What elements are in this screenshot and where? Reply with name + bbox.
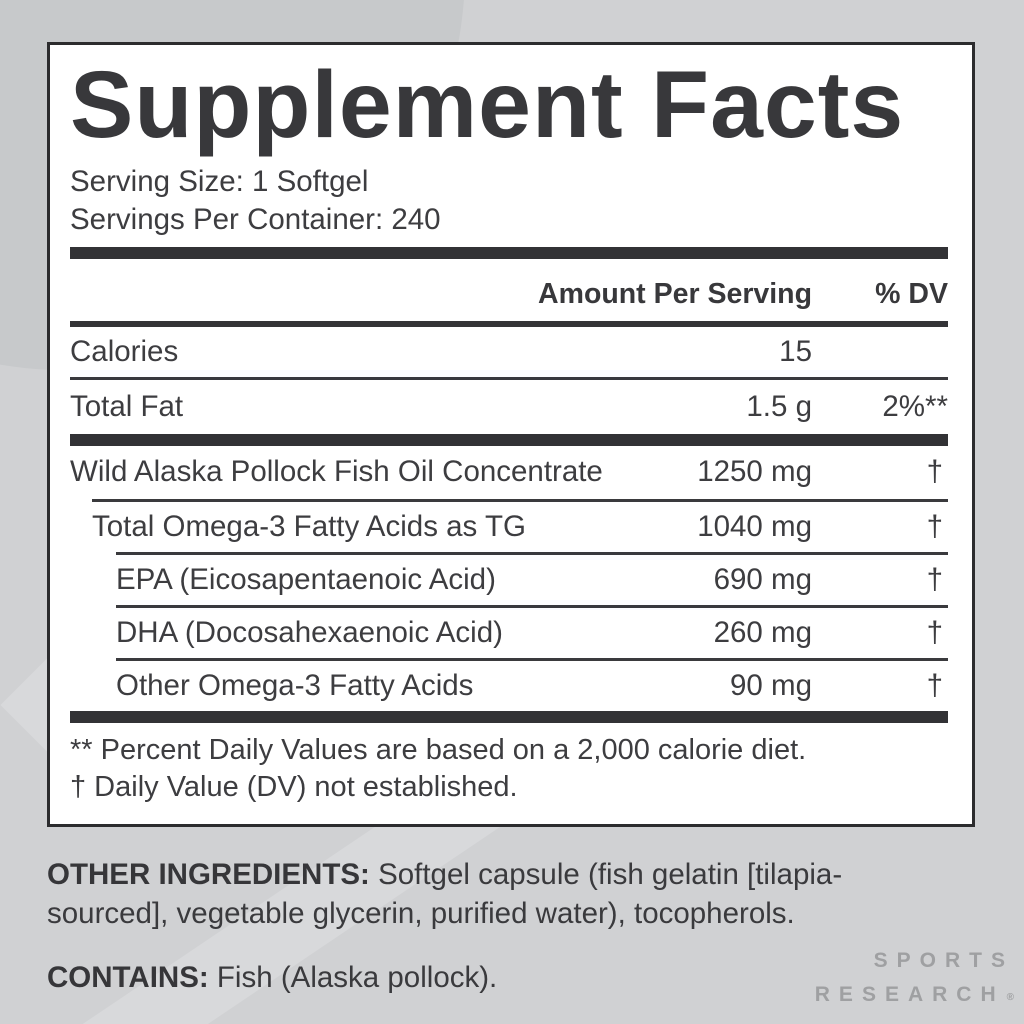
row-calories: Calories 15 <box>70 327 948 377</box>
column-header-dv: % DV <box>875 277 948 310</box>
row-amount: 260 mg <box>713 615 812 649</box>
serving-size: Serving Size: 1 Softgel <box>70 165 369 199</box>
row-divider-rule <box>70 376 948 380</box>
footnote-percent-dv: ** Percent Daily Values are based on a 2… <box>70 733 807 766</box>
other-ingredients-text: OTHER INGREDIENTS: Softgel capsule (fish… <box>47 858 843 930</box>
row-total-fat: Total Fat 1.5 g 2%** <box>70 380 948 434</box>
row-dv: 2%** <box>882 389 948 423</box>
row-name: Other Omega-3 Fatty Acids <box>116 668 474 702</box>
footnotes: ** Percent Daily Values are based on a 2… <box>70 723 948 807</box>
footnote-dagger: † Daily Value (DV) not established. <box>70 771 518 804</box>
row-dv: † <box>926 562 943 596</box>
servings-per-container: Servings Per Container: 240 <box>70 202 441 236</box>
ingredient-row: Total Omega-3 Fatty Acids as TG 1040 mg … <box>92 498 948 552</box>
row-amount: 690 mg <box>713 562 812 596</box>
row-amount: 15 <box>779 334 812 368</box>
row-dv: † <box>926 615 943 649</box>
thick-rule-bottom <box>70 710 948 723</box>
row-amount: 1.5 g <box>746 389 812 423</box>
row-amount: 1040 mg <box>697 509 812 543</box>
ingredient-row: Wild Alaska Pollock Fish Oil Concentrate… <box>70 446 948 499</box>
other-ingredients-label: OTHER INGREDIENTS: <box>47 858 370 891</box>
header-underline-rule <box>70 320 948 327</box>
column-header-row: Amount Per Serving % DV <box>70 259 948 321</box>
contains-text: CONTAINS: Fish (Alaska pollock). <box>47 960 498 994</box>
row-amount: 1250 mg <box>697 455 812 489</box>
serving-info: Serving Size: 1 Softgel Servings Per Con… <box>70 163 948 239</box>
below-panel-text: OTHER INGREDIENTS: Softgel capsule (fish… <box>47 856 925 998</box>
ingredient-row: Other Omega-3 Fatty Acids 90 mg † <box>116 657 948 711</box>
row-name: Total Fat <box>70 389 184 423</box>
registered-mark: ® <box>1006 991 1014 1003</box>
contains-label: CONTAINS: <box>47 960 209 994</box>
panel-title: Supplement Facts <box>70 52 905 158</box>
brand-logo: SPORTS RESEARCH ® <box>815 944 1014 1011</box>
row-name: Calories <box>70 334 179 368</box>
supplement-facts-panel: Supplement Facts Serving Size: 1 Softgel… <box>47 42 975 827</box>
row-name: EPA (Eicosapentaenoic Acid) <box>116 562 496 596</box>
brand-sports: SPORTS <box>873 949 1014 972</box>
row-dv: † <box>926 668 943 702</box>
row-name: Wild Alaska Pollock Fish Oil Concentrate <box>70 455 603 489</box>
column-header-amount: Amount Per Serving <box>538 277 812 310</box>
row-amount: 90 mg <box>730 668 812 702</box>
thick-rule-middle <box>70 433 948 446</box>
row-dv: † <box>926 455 943 489</box>
row-name: Total Omega-3 Fatty Acids as TG <box>92 509 526 543</box>
ingredient-row: EPA (Eicosapentaenoic Acid) 690 mg † <box>116 551 948 605</box>
thick-rule-top <box>70 246 948 259</box>
row-name: DHA (Docosahexaenoic Acid) <box>116 615 503 649</box>
ingredient-row: DHA (Docosahexaenoic Acid) 260 mg † <box>116 604 948 658</box>
brand-research: RESEARCH ® <box>814 982 1014 1006</box>
row-dv: † <box>926 509 943 543</box>
